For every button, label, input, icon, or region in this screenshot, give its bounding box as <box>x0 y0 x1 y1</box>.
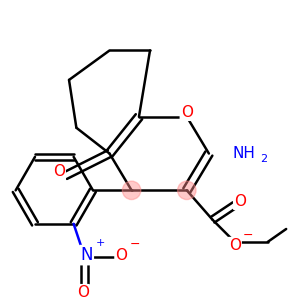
Text: O: O <box>116 248 128 262</box>
Text: O: O <box>234 194 246 209</box>
Text: O: O <box>181 105 193 120</box>
Text: N: N <box>80 246 93 264</box>
Text: −: − <box>242 229 253 242</box>
Circle shape <box>122 181 141 200</box>
Text: 2: 2 <box>260 154 267 164</box>
Text: O: O <box>53 164 65 179</box>
Text: +: + <box>95 238 105 248</box>
Text: −: − <box>130 238 140 250</box>
Circle shape <box>178 181 196 200</box>
Text: O: O <box>77 285 89 300</box>
Text: NH: NH <box>232 146 255 161</box>
Text: O: O <box>229 238 241 253</box>
